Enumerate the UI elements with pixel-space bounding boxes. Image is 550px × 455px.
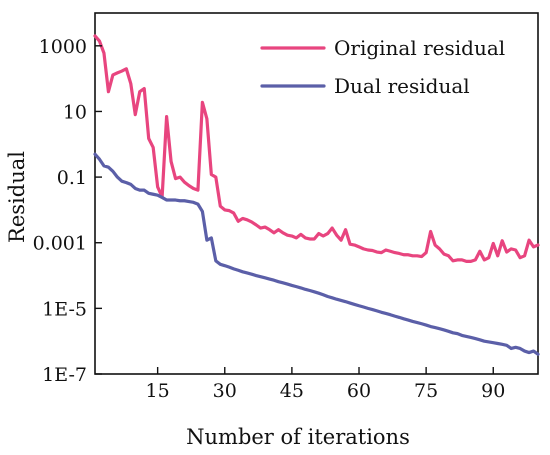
y-tick-label: 0.1: [57, 167, 87, 189]
x-axis-ticks: 15 30 45 60 75 90: [146, 367, 505, 402]
series-line-1: [93, 152, 540, 356]
plot-frame: [94, 12, 539, 375]
legend-label-1: Dual residual: [334, 74, 470, 98]
y-axis-ticks: 1E-7 1E-5 0.001 0.1 10 1000: [33, 36, 102, 386]
y-tick-label: 1E-7: [42, 364, 87, 386]
y-tick-label: 1E-5: [42, 298, 87, 320]
x-tick-label: 75: [414, 380, 438, 402]
series-line-0: [93, 34, 540, 263]
x-tick-label: 15: [146, 380, 170, 402]
x-axis-title: Number of iterations: [186, 425, 410, 449]
x-tick-label: 90: [481, 380, 505, 402]
legend: Original residual Dual residual: [260, 36, 505, 98]
y-axis-title: Residual: [5, 151, 29, 243]
x-tick-label: 60: [347, 380, 371, 402]
y-tick-label: 1000: [39, 36, 87, 58]
y-tick-label: 0.001: [33, 233, 87, 255]
series-layer: [93, 34, 540, 356]
x-tick-label: 45: [280, 380, 304, 402]
legend-label-0: Original residual: [334, 36, 505, 60]
x-tick-label: 30: [213, 380, 237, 402]
y-tick-label: 10: [63, 101, 87, 123]
